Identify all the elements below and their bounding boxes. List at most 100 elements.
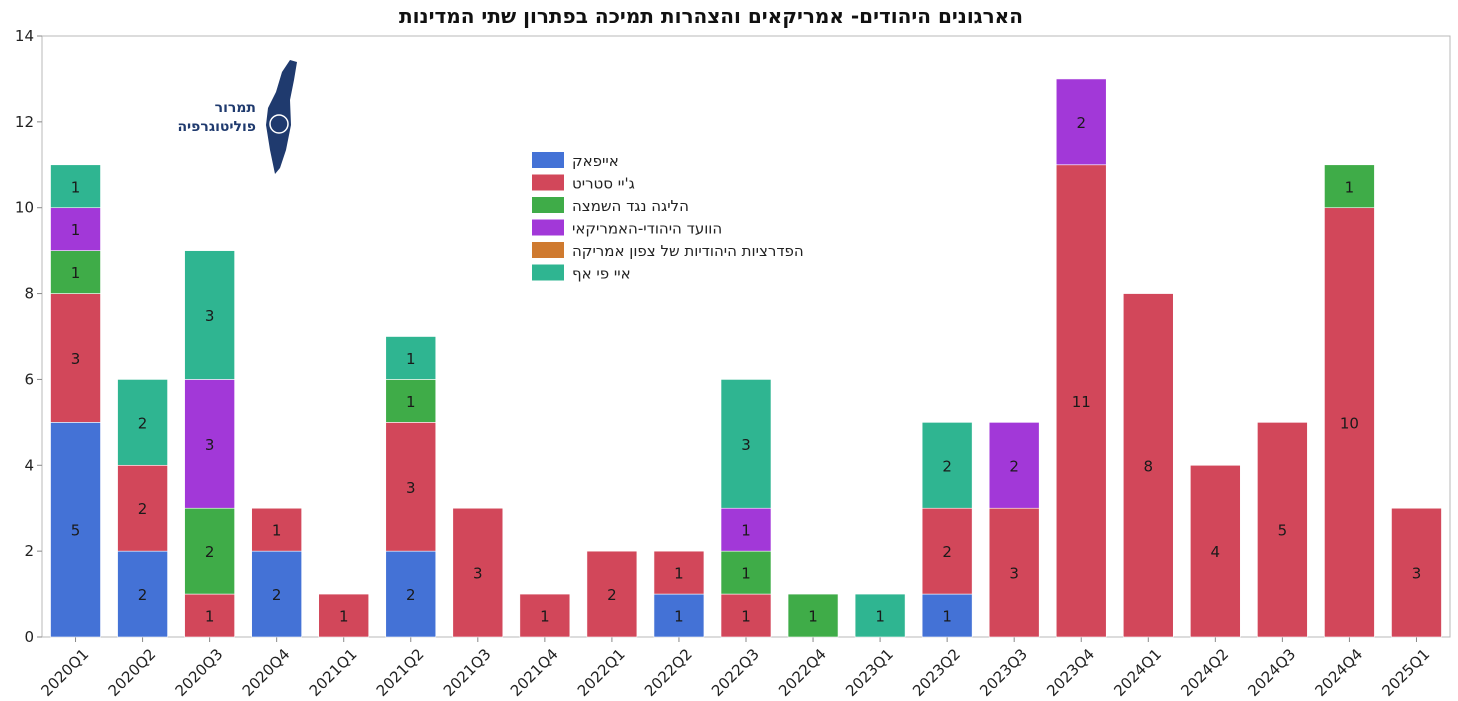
- bar-segment: [988, 422, 1040, 509]
- x-tick-label: 2023Q1: [842, 645, 897, 700]
- bar-value-label: 8: [1144, 457, 1154, 475]
- bar-value-label: 1: [741, 608, 751, 626]
- y-axis: 0 2 4 6 8 10 12 14: [15, 27, 42, 646]
- bar-value-label: 2: [607, 586, 617, 604]
- bar-value-label: 11: [1072, 393, 1091, 411]
- bar-segment: [988, 507, 1040, 638]
- y-tick-label: 4: [24, 456, 34, 474]
- legend-swatch: [532, 174, 564, 191]
- y-tick-label: 6: [24, 370, 34, 388]
- x-axis: 2020Q1 2020Q2 2020Q3 2020Q4 2021Q1 2021Q2 2021…: [38, 637, 1433, 700]
- bar-value-label: 1: [406, 350, 416, 368]
- bar-value-label: 1: [875, 608, 885, 626]
- bar-segment: [251, 507, 302, 552]
- bar-segment: [787, 593, 839, 638]
- bar-segment: [921, 507, 973, 595]
- bar-value-label: 1: [1345, 178, 1355, 196]
- bar-segment: [184, 507, 235, 595]
- legend: אייפאק ג'יי סטריט הליגה נגד השמצה הוועד היה…: [532, 152, 804, 283]
- bar-value-label: 5: [71, 522, 81, 540]
- bar-value-label: 2: [138, 414, 148, 432]
- legend-swatch: [532, 197, 564, 213]
- bar-segment: [184, 593, 235, 638]
- bar-value-label: 1: [942, 608, 952, 626]
- x-tick-label: 2022Q3: [708, 645, 763, 700]
- bar-value-label: 1: [71, 264, 81, 282]
- y-tick-label: 14: [15, 27, 34, 45]
- x-tick-label: 2022Q1: [574, 645, 629, 700]
- x-tick-label: 2022Q4: [775, 645, 830, 700]
- x-tick-label: 2020Q4: [239, 645, 294, 700]
- x-tick-label: 2021Q4: [507, 645, 562, 700]
- y-tick-label: 8: [24, 285, 34, 303]
- bar-segment: [921, 422, 973, 509]
- bar-value-label: 1: [741, 522, 751, 540]
- x-tick-label: 2020Q3: [172, 645, 227, 700]
- bar-value-label: 4: [1211, 543, 1221, 561]
- bar-value-label: 1: [71, 178, 81, 196]
- bar-segment: [117, 379, 168, 466]
- y-tick-label: 0: [24, 628, 34, 646]
- bar-segment: [720, 379, 772, 509]
- bar-segment: [50, 207, 101, 251]
- bar-value-label: 1: [71, 221, 81, 239]
- publisher-logo: תמרור פוליטוגרפיה: [177, 60, 297, 174]
- bar-segment: [184, 250, 235, 380]
- legend-label: הליגה נגד השמצה: [572, 197, 689, 215]
- bar-segment: [184, 379, 235, 509]
- x-tick-label: 2023Q3: [976, 645, 1031, 700]
- bar-value-label: 2: [942, 457, 952, 475]
- bar-value-label: 10: [1340, 414, 1359, 432]
- x-tick-label: 2024Q3: [1244, 645, 1299, 700]
- bar-value-label: 2: [406, 586, 416, 604]
- x-tick-label: 2020Q2: [105, 645, 160, 700]
- legend-label: ג'יי סטריט: [572, 175, 635, 193]
- legend-swatch: [532, 264, 564, 281]
- x-tick-label: 2024Q1: [1110, 645, 1165, 700]
- bar-segment: [1055, 164, 1107, 638]
- bar-segment: [385, 550, 437, 638]
- bar-value-label: 3: [1009, 565, 1019, 583]
- bar-value-label: 1: [674, 608, 684, 626]
- bar-segment: [653, 593, 705, 638]
- bar-value-label: 1: [741, 565, 751, 583]
- bar-value-label: 3: [406, 479, 416, 497]
- bar-value-label: 1: [406, 393, 416, 411]
- bar-segment: [318, 593, 370, 638]
- bar-value-label: 1: [808, 608, 818, 626]
- logo-line2: פוליטוגרפיה: [177, 119, 256, 135]
- bar-segment: [720, 550, 772, 595]
- bar-segment: [50, 422, 101, 638]
- bar-value-label: 3: [205, 307, 215, 325]
- bar-value-label: 2: [138, 500, 148, 518]
- x-tick-label: 2020Q1: [38, 645, 93, 700]
- bar-segment: [586, 550, 638, 638]
- logo-line1: תמרור: [215, 100, 256, 116]
- y-tick-label: 10: [15, 199, 34, 217]
- bar-value-label: 1: [339, 608, 349, 626]
- bar-segment: [1324, 207, 1375, 638]
- bar-segment: [452, 507, 504, 638]
- bar-value-label: 1: [674, 565, 684, 583]
- israel-map-icon: [266, 60, 297, 174]
- legend-label: הפדרציות היהודיות של צפון אמריקה: [572, 242, 804, 260]
- bar-value-label: 2: [942, 543, 952, 561]
- legend-swatch: [532, 242, 564, 258]
- bar-segment: [854, 593, 906, 638]
- x-tick-label: 2025Q1: [1378, 645, 1433, 700]
- bar-segment: [1391, 507, 1442, 638]
- bar-segment: [1324, 164, 1375, 209]
- x-tick-label: 2024Q4: [1311, 645, 1366, 700]
- x-tick-label: 2024Q2: [1177, 645, 1232, 700]
- bar-value-label: 3: [205, 436, 215, 454]
- bar-segment: [251, 550, 302, 638]
- bar-segment: [385, 422, 437, 552]
- bar-value-label: 2: [205, 543, 215, 561]
- y-tick-label: 12: [15, 113, 34, 131]
- bar-segment: [720, 593, 772, 638]
- bar-segment: [519, 593, 571, 638]
- x-tick-label: 2021Q3: [440, 645, 495, 700]
- legend-swatch: [532, 219, 564, 236]
